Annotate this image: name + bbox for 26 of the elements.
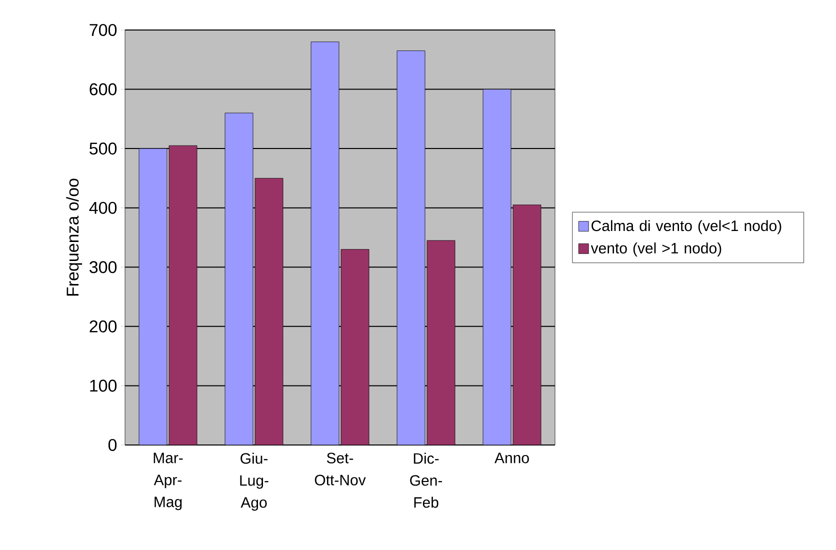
bar (427, 240, 456, 445)
x-tick-label: Giu-Lug-Ago (240, 452, 268, 511)
bar (169, 146, 198, 445)
x-tick-label: Mar-Apr-Mag (154, 452, 183, 510)
x-tick-label: Set-Ott-Nov (314, 452, 366, 486)
y-tick-label: 100 (90, 380, 117, 392)
y-tick-label: 600 (90, 83, 117, 96)
x-tick-label: Anno (494, 452, 529, 464)
bar (255, 178, 284, 445)
x-tick-label: Dic-Gen-Feb (410, 452, 442, 508)
y-tick-label: 0 (108, 438, 117, 452)
bar (225, 112, 254, 445)
bar (341, 249, 370, 445)
legend-label: Calma di vento (vel<1 nodo) (592, 220, 782, 234)
bar (397, 50, 426, 445)
bar (512, 204, 542, 445)
y-tick-label: 500 (90, 142, 117, 155)
y-tick-label: 700 (90, 24, 117, 36)
legend-label: vento (vel >1 nodo) (590, 242, 722, 256)
y-tick-label: 300 (90, 261, 117, 274)
bar (482, 89, 512, 445)
bar (311, 42, 340, 445)
y-tick-label: 400 (89, 202, 117, 214)
y-axis-title: Frequenza o/oo (66, 178, 82, 296)
bar (139, 148, 168, 445)
y-tick-label: 200 (90, 320, 117, 332)
